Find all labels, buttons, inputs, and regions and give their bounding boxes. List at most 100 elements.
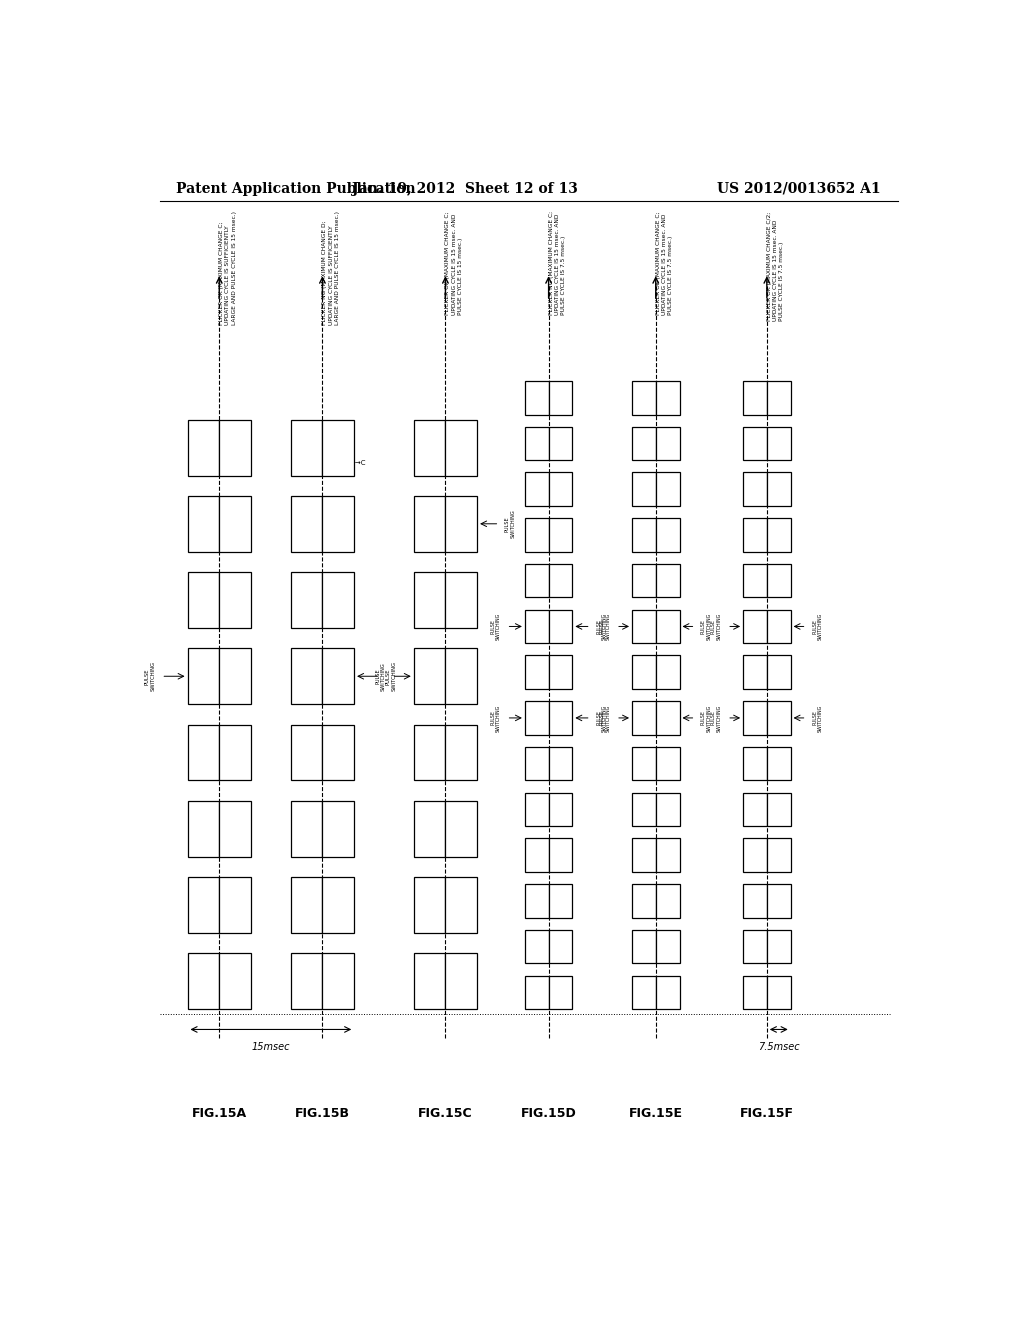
Bar — [767, 610, 791, 643]
Text: FIG.15C: FIG.15C — [418, 1107, 473, 1121]
Bar — [291, 572, 323, 628]
Bar — [655, 975, 680, 1008]
Bar — [767, 473, 791, 506]
Bar — [219, 648, 251, 704]
Bar — [414, 725, 445, 780]
Bar — [767, 975, 791, 1008]
Bar — [655, 929, 680, 964]
Bar — [655, 838, 680, 873]
Bar — [414, 876, 445, 933]
Bar — [219, 572, 251, 628]
Text: × D>Iᵇᵘʳ→C: × D>Iᵇᵘʳ→C — [327, 461, 366, 466]
Bar — [445, 496, 477, 552]
Bar — [291, 801, 323, 857]
Bar — [549, 884, 572, 917]
Text: FLICKER NG (MAXIMUM CHANGE C;
UPDATING CYCLE IS 15 msec. AND
PULSE CYCLE IS 7.5 : FLICKER NG (MAXIMUM CHANGE C; UPDATING C… — [549, 211, 566, 315]
Bar — [524, 838, 549, 873]
Bar — [767, 426, 791, 461]
Bar — [743, 884, 767, 917]
Bar — [743, 473, 767, 506]
Bar — [655, 884, 680, 917]
Bar — [445, 953, 477, 1008]
Bar — [743, 792, 767, 826]
Text: 15msec: 15msec — [252, 1041, 290, 1052]
Text: FLICKER NG (MAXIMUM CHANGE D;
UPDATING CYCLE IS SUFFICIENTLY
LARGE AND PULSE CYC: FLICKER NG (MAXIMUM CHANGE D; UPDATING C… — [323, 211, 340, 325]
Bar — [187, 801, 219, 857]
Text: PULSE
SWITCHING: PULSE SWITCHING — [375, 661, 386, 690]
Text: PULSE
SWITCHING: PULSE SWITCHING — [596, 705, 607, 731]
Text: PULSE
SWITCHING: PULSE SWITCHING — [505, 510, 516, 539]
Bar — [219, 876, 251, 933]
Bar — [187, 876, 219, 933]
Bar — [549, 610, 572, 643]
Bar — [291, 496, 323, 552]
Bar — [767, 792, 791, 826]
Bar — [524, 792, 549, 826]
Bar — [291, 876, 323, 933]
Bar — [743, 701, 767, 735]
Bar — [524, 519, 549, 552]
Bar — [524, 564, 549, 598]
Bar — [632, 701, 655, 735]
Bar — [655, 701, 680, 735]
Bar — [743, 381, 767, 414]
Bar — [524, 610, 549, 643]
Bar — [767, 747, 791, 780]
Bar — [632, 473, 655, 506]
Bar — [767, 381, 791, 414]
Bar — [445, 876, 477, 933]
Bar — [767, 656, 791, 689]
Text: PULSE
SWITCHING: PULSE SWITCHING — [386, 661, 396, 692]
Bar — [632, 975, 655, 1008]
Text: FLICKER OK (MAXIMUM CHANGE C;
UPDATING CYCLE IS 15 msec. AND
PULSE CYCLE IS 7.5 : FLICKER OK (MAXIMUM CHANGE C; UPDATING C… — [655, 211, 673, 314]
Bar — [743, 519, 767, 552]
Bar — [524, 975, 549, 1008]
Bar — [414, 420, 445, 475]
Bar — [767, 884, 791, 917]
Bar — [655, 473, 680, 506]
Bar — [414, 572, 445, 628]
Bar — [219, 725, 251, 780]
Bar — [632, 929, 655, 964]
Bar — [743, 656, 767, 689]
Bar — [445, 572, 477, 628]
Bar — [445, 648, 477, 704]
Text: 7.5msec: 7.5msec — [758, 1041, 800, 1052]
Bar — [655, 656, 680, 689]
Bar — [549, 381, 572, 414]
Bar — [323, 648, 354, 704]
Bar — [549, 519, 572, 552]
Bar — [323, 725, 354, 780]
Bar — [767, 564, 791, 598]
Text: PULSE
SWITCHING: PULSE SWITCHING — [490, 705, 501, 731]
Text: FIG.15E: FIG.15E — [629, 1107, 683, 1121]
Text: FIG.15D: FIG.15D — [521, 1107, 577, 1121]
Bar — [632, 610, 655, 643]
Bar — [655, 381, 680, 414]
Text: PULSE
SWITCHING: PULSE SWITCHING — [490, 612, 501, 640]
Bar — [524, 656, 549, 689]
Text: PULSE
SWITCHING: PULSE SWITCHING — [701, 705, 712, 731]
Text: FLICKER OK (MAXIMUM CHANGE C;
UPDATING CYCLE IS 15 msec. AND
PULSE CYCLE IS 15 m: FLICKER OK (MAXIMUM CHANGE C; UPDATING C… — [445, 211, 463, 314]
Bar — [655, 564, 680, 598]
Bar — [767, 929, 791, 964]
Text: PULSE
SWITCHING: PULSE SWITCHING — [812, 612, 823, 640]
Bar — [549, 656, 572, 689]
Bar — [549, 838, 572, 873]
Bar — [323, 876, 354, 933]
Bar — [187, 953, 219, 1008]
Text: US 2012/0013652 A1: US 2012/0013652 A1 — [717, 182, 881, 195]
Bar — [549, 564, 572, 598]
Text: PULSE
SWITCHING: PULSE SWITCHING — [145, 661, 156, 692]
Text: PULSE
SWITCHING: PULSE SWITCHING — [596, 612, 607, 640]
Bar — [524, 701, 549, 735]
Bar — [414, 953, 445, 1008]
Bar — [187, 420, 219, 475]
Bar — [632, 656, 655, 689]
Bar — [549, 473, 572, 506]
Bar — [524, 929, 549, 964]
Text: Patent Application Publication: Patent Application Publication — [176, 182, 416, 195]
Bar — [632, 426, 655, 461]
Bar — [743, 838, 767, 873]
Bar — [743, 929, 767, 964]
